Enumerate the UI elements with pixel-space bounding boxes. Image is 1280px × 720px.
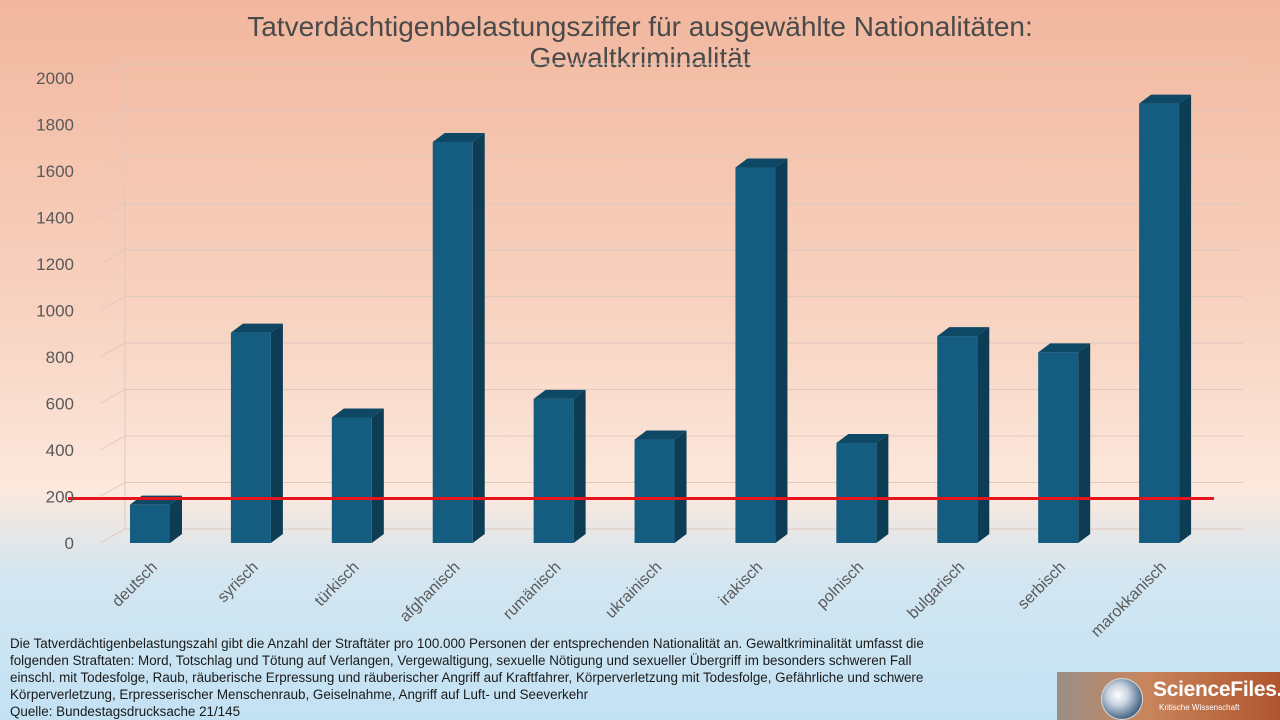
- bar-top: [533, 389, 586, 399]
- bar-top: [634, 430, 687, 440]
- chart-subtitle: Gewaltkriminalität: [530, 42, 751, 73]
- logo-tagline: Kritische Wissenschaft: [1159, 703, 1240, 712]
- x-tick-label: türkisch: [312, 559, 363, 610]
- y-tick-label: 400: [46, 441, 74, 460]
- y-tick-label: 1200: [36, 255, 74, 274]
- bar-side: [170, 495, 182, 543]
- x-tick-label: deutsch: [109, 559, 161, 611]
- bar-side: [775, 158, 788, 543]
- bar-front: [1139, 103, 1180, 543]
- footnote-line: folgenden Straftaten: Mord, Totschlag un…: [10, 653, 912, 668]
- bar-irakisch: [735, 158, 788, 543]
- x-tick-label: serbisch: [1015, 559, 1069, 613]
- y-tick-label: 1400: [36, 209, 74, 228]
- gridline: [99, 110, 1243, 125]
- footnote-line: Die Tatverdächtigenbelastungszahl gibt d…: [10, 636, 924, 651]
- bar-front: [230, 332, 271, 543]
- bar-rumänisch: [533, 389, 586, 543]
- y-tick-label: 800: [46, 348, 74, 367]
- bar-side: [1179, 94, 1192, 543]
- bar-front: [836, 443, 877, 543]
- bar-front: [331, 417, 372, 543]
- x-tick-label: marokkanisch: [1088, 559, 1170, 641]
- y-tick-label: 1600: [36, 162, 74, 181]
- x-tick-label: polnisch: [814, 559, 868, 613]
- sciencefiles-logo: ScienceFiles.org Kritische Wissenschaft: [1057, 672, 1280, 720]
- bars: [130, 94, 1192, 543]
- bar-front: [937, 336, 978, 543]
- footnote-line: Körperverletzung, Erpresserischer Mensch…: [10, 687, 589, 702]
- x-tick-label: afghanisch: [397, 559, 464, 626]
- bar-top: [836, 434, 889, 444]
- bar-top: [937, 327, 990, 337]
- bar-top: [230, 323, 283, 333]
- gridline: [99, 156, 1243, 172]
- gridlines: [99, 63, 1243, 544]
- bar-serbisch: [1038, 343, 1091, 543]
- gridline: [99, 203, 1243, 218]
- x-tick-label: irakisch: [716, 559, 766, 609]
- bar-front: [634, 439, 675, 543]
- x-tick-label: rumänisch: [500, 559, 564, 623]
- y-axis: 0 200 400 600 800 1000 1200 1400 1600 1800 2000: [36, 69, 74, 553]
- bar-top: [1038, 343, 1091, 353]
- gridline: [99, 296, 1243, 311]
- bar-side: [1078, 343, 1091, 543]
- bar-ukrainisch: [634, 430, 687, 543]
- bar-top: [432, 132, 485, 142]
- y-tick-label: 600: [46, 395, 74, 414]
- y-tick-label: 1800: [36, 116, 74, 135]
- bar-side: [371, 408, 384, 543]
- x-tick-label: syrisch: [215, 559, 262, 606]
- y-tick-label: 1000: [36, 302, 74, 321]
- gridline: [99, 249, 1243, 265]
- footnote-line: einschl. mit Todesfolge, Raub, räuberisc…: [10, 670, 924, 685]
- logo-brand: ScienceFiles.org: [1153, 678, 1280, 701]
- footnote: Die Tatverdächtigenbelastungszahl gibt d…: [10, 635, 1040, 720]
- bar-side: [876, 434, 889, 543]
- bar-deutsch: [130, 495, 182, 543]
- bar-front: [533, 398, 574, 543]
- bar-front: [432, 141, 473, 543]
- bar-bulgarisch: [937, 327, 990, 543]
- y-tick-label: 200: [46, 488, 74, 507]
- bar-top: [735, 158, 788, 168]
- bar-polnisch: [836, 434, 889, 543]
- bar-front: [735, 167, 776, 543]
- globe-icon: [1101, 678, 1143, 720]
- bar-front: [1038, 352, 1079, 543]
- bar-side: [977, 327, 990, 543]
- bar-side: [573, 389, 586, 543]
- bar-side: [674, 430, 687, 543]
- bar-afghanisch: [432, 132, 485, 543]
- x-tick-label: ukrainisch: [602, 559, 665, 622]
- y-tick-label: 0: [65, 534, 74, 553]
- bar-türkisch: [331, 408, 384, 543]
- source-line: Quelle: Bundestagsdrucksache 21/145: [10, 704, 241, 719]
- bar-side: [270, 323, 283, 543]
- x-axis: deutsch syrisch türkisch afghanisch rumänisc…: [109, 559, 1170, 641]
- bar-top: [331, 408, 384, 418]
- bar-top: [1139, 94, 1192, 104]
- bar-front: [130, 504, 170, 543]
- bar-side: [472, 132, 485, 543]
- chart-title: Tatverdächtigenbelastungsziffer für ausg…: [247, 11, 1033, 42]
- y-tick-label: 2000: [36, 69, 74, 88]
- bar-marokkanisch: [1139, 94, 1192, 543]
- bar-syrisch: [230, 323, 283, 543]
- x-tick-label: bulgarisch: [905, 559, 969, 623]
